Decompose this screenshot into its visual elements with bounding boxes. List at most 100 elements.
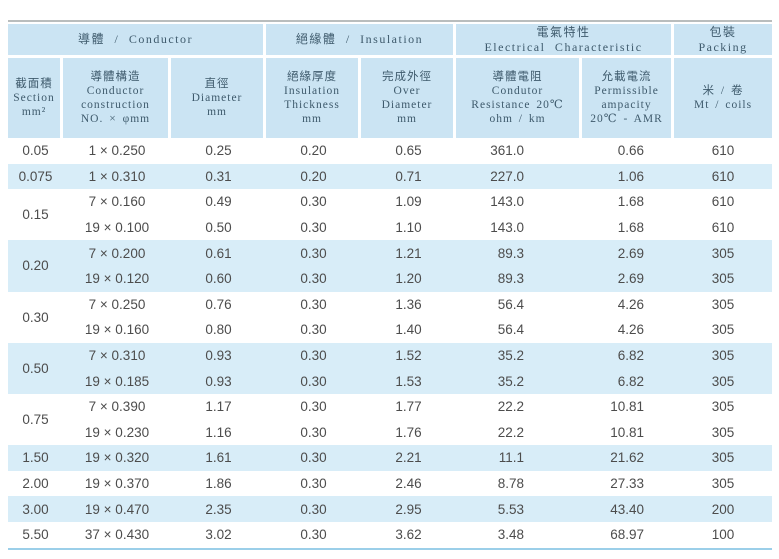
ampacity-cell: 6.82 <box>582 342 675 369</box>
coils-cell: 100 <box>674 521 773 548</box>
thickness-cell: 0.30 <box>266 470 362 497</box>
diameter-cell: 1.17 <box>171 393 267 420</box>
header-text-line: Over <box>393 85 421 97</box>
resistance-cell: 361.0 <box>456 138 583 164</box>
column-header-conductor-resistance: 導體電阻 Condutor Resistance 20℃ ohm / km <box>456 58 583 138</box>
resistance-cell: 56.4 <box>456 317 583 343</box>
top-rule <box>8 20 772 22</box>
table-row: 0.20 7 × 0.200 0.61 0.30 1.21 89.3 2.69 305 <box>8 240 773 292</box>
section-cell: 0.20 <box>8 240 63 292</box>
resistance-cell: 89.3 <box>456 240 583 266</box>
diameter-cell: 1.16 <box>171 419 267 446</box>
header-text-line: ampacity <box>601 99 652 111</box>
header-text-line: Conductor <box>86 85 145 97</box>
section-cell: 1.50 <box>8 445 63 471</box>
diameter-cell: 0.31 <box>171 163 267 190</box>
over-diameter-cell: 1.53 <box>361 368 457 394</box>
thickness-cell: 0.30 <box>266 445 362 471</box>
header-text-line: NO. × φmm <box>80 113 151 125</box>
thickness-cell: 0.30 <box>266 368 362 394</box>
resistance-cell: 56.4 <box>456 291 583 318</box>
header-text-line: ohm / km <box>489 113 546 125</box>
column-header-over-diameter: 完成外徑 Over Diameter mm <box>361 58 457 138</box>
table-row: 19 × 0.230 1.16 0.30 1.76 22.2 10.81 305 <box>8 419 773 446</box>
thickness-cell: 0.30 <box>266 393 362 420</box>
construction-cell: 7 × 0.390 <box>63 393 171 420</box>
ampacity-cell: 43.40 <box>582 496 675 522</box>
coils-cell: 305 <box>674 470 773 497</box>
thickness-cell: 0.30 <box>266 342 362 369</box>
column-header-permissible-ampacity: 允載電流 Permissible ampacity 20℃ - AMR <box>582 58 675 138</box>
section-cell: 0.75 <box>8 393 63 446</box>
over-diameter-cell: 1.36 <box>361 291 457 318</box>
header-text-line: 截面積 <box>15 78 53 90</box>
header-text-line: mm² <box>21 106 47 118</box>
resistance-cell: 35.2 <box>456 342 583 369</box>
resistance-cell: 8.78 <box>456 470 583 497</box>
resistance-cell: 143.0 <box>456 214 583 241</box>
over-diameter-cell: 2.95 <box>361 496 457 522</box>
construction-cell: 7 × 0.160 <box>63 189 171 215</box>
table-row: 19 × 0.160 0.80 0.30 1.40 56.4 4.26 305 <box>8 317 773 343</box>
spec-table-wrap: 導體 / Conductor 絕緣體 / Insulation 電氣特性 Electr… <box>8 20 773 550</box>
header-text-line: 直徑 <box>204 78 230 90</box>
thickness-cell: 0.30 <box>266 496 362 522</box>
table-body: 0.05 1 × 0.250 0.25 0.20 0.65 361.0 0.66 610 0.0… <box>8 138 773 548</box>
diameter-cell: 0.93 <box>171 342 267 369</box>
ampacity-cell: 68.97 <box>582 521 675 548</box>
diameter-cell: 1.86 <box>171 470 267 497</box>
diameter-cell: 0.25 <box>171 138 267 164</box>
section-cell: 0.50 <box>8 342 63 394</box>
over-diameter-cell: 0.71 <box>361 163 457 190</box>
header-text-line: Section <box>13 92 55 104</box>
resistance-cell: 11.1 <box>456 445 583 471</box>
section-cell: 0.075 <box>8 163 63 190</box>
ampacity-cell: 10.81 <box>582 393 675 420</box>
diameter-cell: 0.49 <box>171 189 267 215</box>
over-diameter-cell: 2.21 <box>361 445 457 471</box>
over-diameter-cell: 1.21 <box>361 240 457 266</box>
table-row: 2.00 19 × 0.370 1.86 0.30 2.46 8.78 27.33 305 <box>8 470 773 497</box>
resistance-cell: 89.3 <box>456 265 583 292</box>
diameter-cell: 0.61 <box>171 240 267 266</box>
header-text-line: Diameter <box>191 92 243 104</box>
resistance-cell: 3.48 <box>456 521 583 548</box>
ampacity-cell: 4.26 <box>582 317 675 343</box>
coils-cell: 305 <box>674 342 773 369</box>
over-diameter-cell: 0.65 <box>361 138 457 164</box>
coils-cell: 305 <box>674 368 773 394</box>
construction-cell: 7 × 0.310 <box>63 342 171 369</box>
over-diameter-cell: 1.52 <box>361 342 457 369</box>
section-cell: 0.30 <box>8 291 63 343</box>
construction-cell: 19 × 0.230 <box>63 419 171 446</box>
thickness-cell: 0.30 <box>266 214 362 241</box>
over-diameter-cell: 1.20 <box>361 265 457 292</box>
coils-cell: 305 <box>674 419 773 446</box>
header-text-line: Packing <box>698 39 748 54</box>
thickness-cell: 0.30 <box>266 265 362 292</box>
diameter-cell: 0.60 <box>171 265 267 292</box>
resistance-cell: 227.0 <box>456 163 583 190</box>
table-header: 導體 / Conductor 絕緣體 / Insulation 電氣特性 Electr… <box>8 24 773 138</box>
construction-cell: 37 × 0.430 <box>63 521 171 548</box>
header-text-line: Insulation <box>284 85 341 97</box>
diameter-cell: 2.35 <box>171 496 267 522</box>
resistance-cell: 5.53 <box>456 496 583 522</box>
coils-cell: 610 <box>674 189 773 215</box>
section-cell: 3.00 <box>8 496 63 522</box>
table-row: 1.50 19 × 0.320 1.61 0.30 2.21 11.1 21.62 305 <box>8 445 773 471</box>
over-diameter-cell: 1.76 <box>361 419 457 446</box>
ampacity-cell: 6.82 <box>582 368 675 394</box>
thickness-cell: 0.30 <box>266 317 362 343</box>
group-header-conductor: 導體 / Conductor <box>8 24 267 58</box>
thickness-cell: 0.30 <box>266 240 362 266</box>
header-text-line: Mt / coils <box>693 99 753 111</box>
header-text-line: Resistance 20℃ <box>471 99 564 111</box>
construction-cell: 7 × 0.200 <box>63 240 171 266</box>
diameter-cell: 0.93 <box>171 368 267 394</box>
coils-cell: 305 <box>674 393 773 420</box>
construction-cell: 1 × 0.250 <box>63 138 171 164</box>
diameter-cell: 0.50 <box>171 214 267 241</box>
construction-cell: 19 × 0.370 <box>63 470 171 497</box>
